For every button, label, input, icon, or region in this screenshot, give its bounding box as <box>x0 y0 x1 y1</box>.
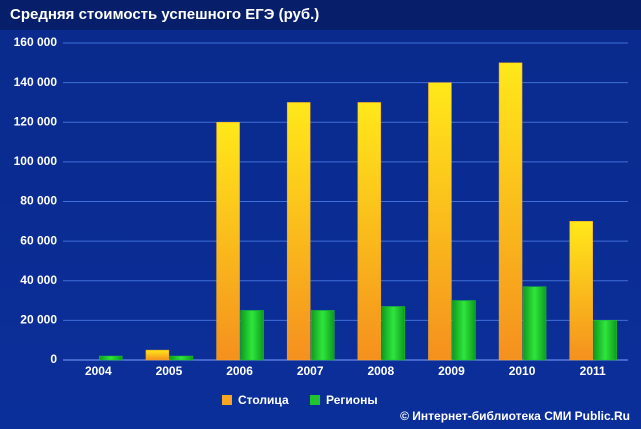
bar <box>169 355 194 361</box>
bar <box>452 300 476 361</box>
legend-label: Регионы <box>326 393 378 407</box>
chart-title: Средняя стоимость успешного ЕГЭ (руб.) <box>10 6 319 23</box>
bar <box>240 310 264 361</box>
bar <box>216 122 240 361</box>
x-tick-label: 2007 <box>297 364 324 378</box>
title-bar <box>0 0 641 30</box>
legend-swatch <box>310 395 320 405</box>
bar <box>522 286 547 361</box>
source: © Интернет-библиотека СМИ Public.Ru <box>400 409 630 423</box>
x-tick-label: 2009 <box>438 364 465 378</box>
x-tick-label: 2005 <box>156 364 183 378</box>
x-tick-label: 2004 <box>85 364 112 378</box>
bar <box>145 349 170 361</box>
bar <box>357 102 382 361</box>
bar <box>593 320 617 361</box>
y-tick-label: 0 <box>50 352 57 366</box>
x-tick-label: 2011 <box>580 364 606 378</box>
x-tick-label: 2010 <box>509 364 536 378</box>
y-tick-label: 60 000 <box>20 233 57 247</box>
x-tick-label: 2008 <box>367 364 394 378</box>
y-tick-label: 80 000 <box>20 194 57 208</box>
bar <box>99 355 123 361</box>
legend-swatch <box>222 395 232 405</box>
y-tick-label: 140 000 <box>14 75 58 89</box>
bar <box>498 62 523 361</box>
y-tick-label: 160 000 <box>14 35 58 49</box>
y-tick-label: 100 000 <box>14 154 58 168</box>
bar <box>569 221 593 361</box>
y-tick-label: 120 000 <box>14 114 58 128</box>
x-tick-label: 2006 <box>226 364 253 378</box>
bar <box>310 310 335 361</box>
bar <box>286 102 311 361</box>
bar <box>381 306 406 361</box>
y-tick-label: 20 000 <box>20 313 57 327</box>
legend-label: Столица <box>238 393 289 407</box>
y-tick-label: 40 000 <box>20 273 57 287</box>
bar <box>428 82 452 361</box>
